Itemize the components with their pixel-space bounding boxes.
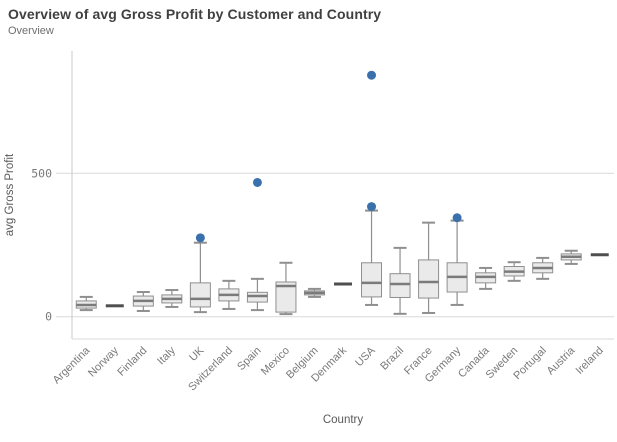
boxplot-denmark[interactable] [334, 282, 352, 286]
iqr-box[interactable] [361, 262, 383, 298]
iqr-box[interactable] [418, 259, 440, 299]
y-tick-label-0: 0 [45, 310, 52, 324]
outlier-point[interactable] [252, 177, 262, 187]
outlier-point[interactable] [452, 213, 462, 223]
outlier-point[interactable] [195, 233, 205, 243]
boxplot-canada[interactable] [475, 266, 497, 290]
outlier-point[interactable] [367, 202, 377, 212]
chart-header: Overview of avg Gross Profit by Customer… [8, 5, 609, 38]
x-tick-label-uk[interactable]: UK [187, 344, 207, 364]
boxplot-germany[interactable] [446, 213, 468, 306]
boxplot-uk[interactable] [189, 233, 211, 314]
x-tick-label-usa[interactable]: USA [353, 344, 378, 369]
x-tick-label-austria[interactable]: Austria [545, 344, 578, 377]
boxplot-mexico[interactable] [275, 261, 297, 316]
y-axis-title: avg Gross Profit [4, 153, 16, 236]
outlier-point[interactable] [367, 70, 377, 80]
iqr-box[interactable] [275, 281, 297, 313]
x-tick-label-italy[interactable]: Italy [155, 344, 178, 367]
boxplot-spain[interactable] [246, 177, 268, 312]
boxplot-ireland[interactable] [590, 253, 609, 257]
median-dash[interactable] [590, 253, 609, 257]
x-tick-label-argentina[interactable]: Argentina [51, 344, 93, 386]
boxplot-france[interactable] [418, 221, 440, 314]
x-tick-label-ireland[interactable]: Ireland [574, 345, 606, 377]
chart-subtitle: Overview [8, 25, 54, 37]
boxplot-chart: 0 500 Argentina Norway Finland Italy UK Switzer… [0, 42, 617, 442]
boxplot-finland[interactable] [132, 291, 154, 312]
iqr-box[interactable] [189, 282, 211, 308]
chart-title: Overview of avg Gross Profit by Customer… [8, 6, 382, 22]
x-tick-label-finland[interactable]: Finland [115, 345, 149, 379]
x-tick-label-norway[interactable]: Norway [86, 344, 121, 379]
boxplot-usa[interactable] [361, 70, 383, 306]
boxplot-argentina[interactable] [75, 295, 97, 312]
boxplot-italy[interactable] [161, 289, 183, 308]
median-dash[interactable] [334, 282, 352, 286]
median-dash[interactable] [105, 304, 124, 308]
boxplot-belgium[interactable] [303, 287, 325, 298]
iqr-box[interactable] [389, 273, 411, 298]
boxplot-brazil[interactable] [389, 246, 411, 315]
boxplot-switzerland[interactable] [218, 279, 240, 310]
boxplot-sweden[interactable] [503, 261, 525, 282]
boxplot-norway[interactable] [105, 304, 124, 308]
x-axis-title: Country [323, 414, 364, 426]
boxplot-austria[interactable] [560, 249, 582, 265]
boxplot-portugal[interactable] [532, 256, 554, 280]
y-tick-label-500: 500 [31, 166, 52, 180]
